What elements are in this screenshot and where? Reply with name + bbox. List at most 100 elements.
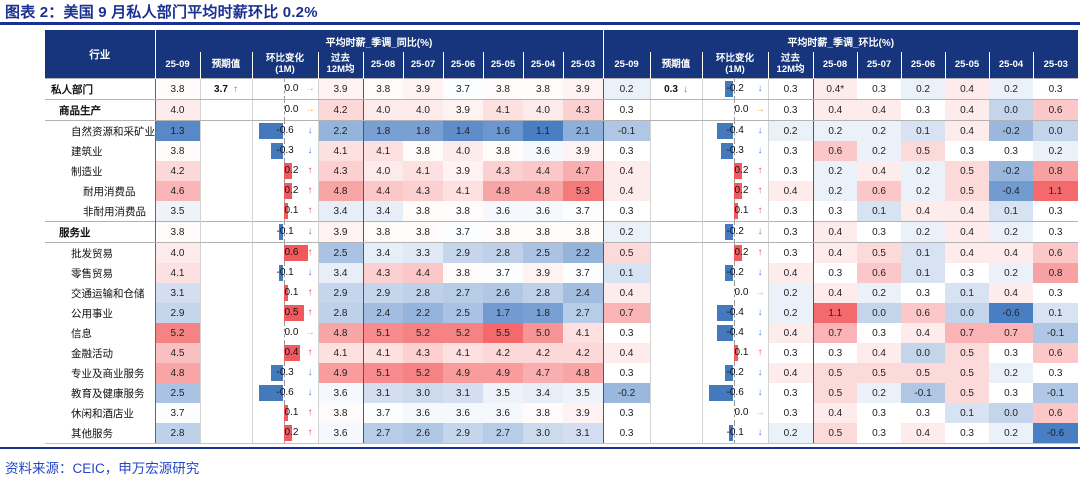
month-value-cell: 2.6 — [403, 423, 443, 444]
month-value-cell: 0.3 — [857, 221, 902, 243]
month-value-cell: 0.6 — [1033, 403, 1079, 423]
down-arrow-icon: ↓ — [307, 367, 313, 378]
column-header-mom: 预期值 — [649, 52, 703, 79]
table-row: 私人部门 3.8 3.7 ↑ 0.0 → 3.9 3.8 3.9 3.7 3.8 3.8 3.9 0.2 0… — [45, 78, 1079, 100]
month-value-cell: 0.2 — [989, 78, 1034, 100]
change-value: -0.4 — [726, 327, 744, 338]
month-value-cell: 0.1 — [901, 263, 946, 283]
column-header-yoy: 25-08 — [362, 52, 403, 79]
month-value-cell: 3.6 — [483, 201, 523, 222]
up-arrow-icon: ↑ — [757, 247, 763, 258]
month-value-cell: 0.2 — [901, 78, 946, 100]
zero-axis — [733, 121, 735, 141]
month-value-cell: 3.8 — [483, 141, 523, 161]
month-value-cell: 5.2 — [403, 363, 443, 383]
flat-arrow-icon: → — [755, 104, 766, 115]
month-value-cell: 3.8 — [362, 78, 403, 100]
mom-change-cell: 0.4 ↑ — [251, 343, 318, 363]
expected-value-cell — [649, 141, 703, 161]
current-value-cell: -0.1 — [602, 120, 651, 141]
month-value-cell: 0.4 — [989, 242, 1034, 263]
avg-12m-cell: 0.3 — [767, 343, 814, 363]
up-arrow-icon: ↑ — [307, 347, 313, 358]
month-value-cell: 5.2 — [443, 323, 483, 343]
month-value-cell: 0.4 — [901, 323, 946, 343]
month-value-cell: 0.4 — [812, 403, 858, 423]
change-bar — [283, 163, 292, 179]
avg-12m-cell: 0.4 — [767, 363, 814, 383]
current-value-cell: 3.8 — [155, 78, 200, 100]
avg-12m-cell: 0.3 — [767, 242, 814, 263]
down-arrow-icon: ↓ — [307, 387, 313, 398]
flat-arrow-icon: → — [305, 83, 315, 94]
month-value-cell: 4.0 — [362, 161, 403, 181]
change-value: -0.2 — [726, 83, 744, 94]
month-value-cell: 3.4 — [523, 383, 563, 403]
change-bar — [716, 305, 733, 321]
month-value-cell: 4.1 — [483, 99, 523, 121]
month-value-cell: 0.5 — [812, 363, 858, 383]
mom-change-cell: -0.1 ↓ — [701, 423, 769, 444]
change-value: 0.1 — [284, 407, 299, 418]
up-arrow-icon: ↑ — [757, 347, 763, 358]
current-value-cell: 0.7 — [602, 303, 651, 323]
change-bar — [283, 425, 292, 441]
avg-12m-cell: 0.3 — [767, 99, 814, 121]
zero-axis — [283, 141, 285, 161]
month-value-cell: 0.4 — [945, 78, 990, 100]
month-value-cell: 1.4 — [443, 120, 483, 141]
column-header-yoy: 25-09 — [154, 52, 200, 79]
month-value-cell: 0.2 — [989, 363, 1034, 383]
up-arrow-icon: ↑ — [757, 205, 763, 216]
zero-axis — [283, 79, 285, 99]
down-arrow-icon: ↓ — [757, 125, 763, 136]
mom-change-cell: 0.6 ↑ — [251, 242, 318, 263]
month-value-cell: 2.9 — [443, 423, 483, 444]
month-value-cell: 4.2 — [523, 343, 563, 363]
expected-value-cell — [649, 303, 703, 323]
month-value-cell: 0.3 — [1033, 78, 1079, 100]
expected-value-cell — [199, 181, 252, 201]
column-header-yoy: 25-06 — [442, 52, 483, 79]
current-value-cell: 1.3 — [155, 120, 200, 141]
avg-12m-cell: 0.2 — [767, 303, 814, 323]
month-value-cell: 2.7 — [443, 283, 483, 303]
change-value: -0.3 — [276, 367, 294, 378]
mom-change-cell: 0.0 → — [701, 99, 769, 121]
mom-change-cell: -0.1 ↓ — [251, 263, 318, 283]
month-value-cell: 4.8 — [523, 181, 563, 201]
change-value: -0.2 — [726, 226, 744, 237]
mom-change-cell: 0.2 ↑ — [701, 242, 769, 263]
current-value-cell: 2.9 — [155, 303, 200, 323]
expected-value-cell — [199, 303, 252, 323]
month-value-cell: 0.2 — [812, 181, 858, 201]
avg-12m-cell: 0.4 — [767, 323, 814, 343]
month-value-cell: 0.1 — [945, 283, 990, 303]
month-value-cell: 0.5 — [945, 181, 990, 201]
industry-label: 建筑业 — [45, 141, 156, 161]
change-value: 0.1 — [734, 205, 749, 216]
mom-change-cell: 0.2 ↑ — [251, 181, 318, 201]
down-arrow-icon: ↓ — [757, 387, 763, 398]
month-value-cell: 4.7 — [563, 161, 604, 181]
month-value-cell: 4.1 — [362, 343, 403, 363]
month-value-cell: 0.0 — [857, 303, 902, 323]
avg-12m-cell: 2.9 — [317, 283, 363, 303]
month-value-cell: 0.4 — [945, 120, 990, 141]
industry-label: 专业及商业服务 — [45, 363, 156, 383]
month-value-cell: 3.6 — [403, 403, 443, 423]
month-value-cell: 0.5 — [945, 161, 990, 181]
month-value-cell: 0.6 — [857, 181, 902, 201]
zero-axis — [733, 263, 735, 283]
mom-change-cell: -0.2 ↓ — [701, 263, 769, 283]
current-value-cell: 0.3 — [602, 423, 651, 444]
table-row: 信息 5.2 0.0 → 4.8 5.1 5.2 5.2 5.5 5.0 4.1 0.3 -0.4 ↓ 0.… — [45, 323, 1079, 343]
month-value-cell: 0.3 — [857, 78, 902, 100]
month-value-cell: 0.4 — [812, 242, 858, 263]
month-value-cell: 4.7 — [523, 363, 563, 383]
change-bar — [733, 183, 742, 199]
month-value-cell: 0.2 — [901, 181, 946, 201]
flat-arrow-icon: → — [755, 287, 766, 298]
month-value-cell: 2.5 — [443, 303, 483, 323]
zero-axis — [733, 303, 735, 323]
